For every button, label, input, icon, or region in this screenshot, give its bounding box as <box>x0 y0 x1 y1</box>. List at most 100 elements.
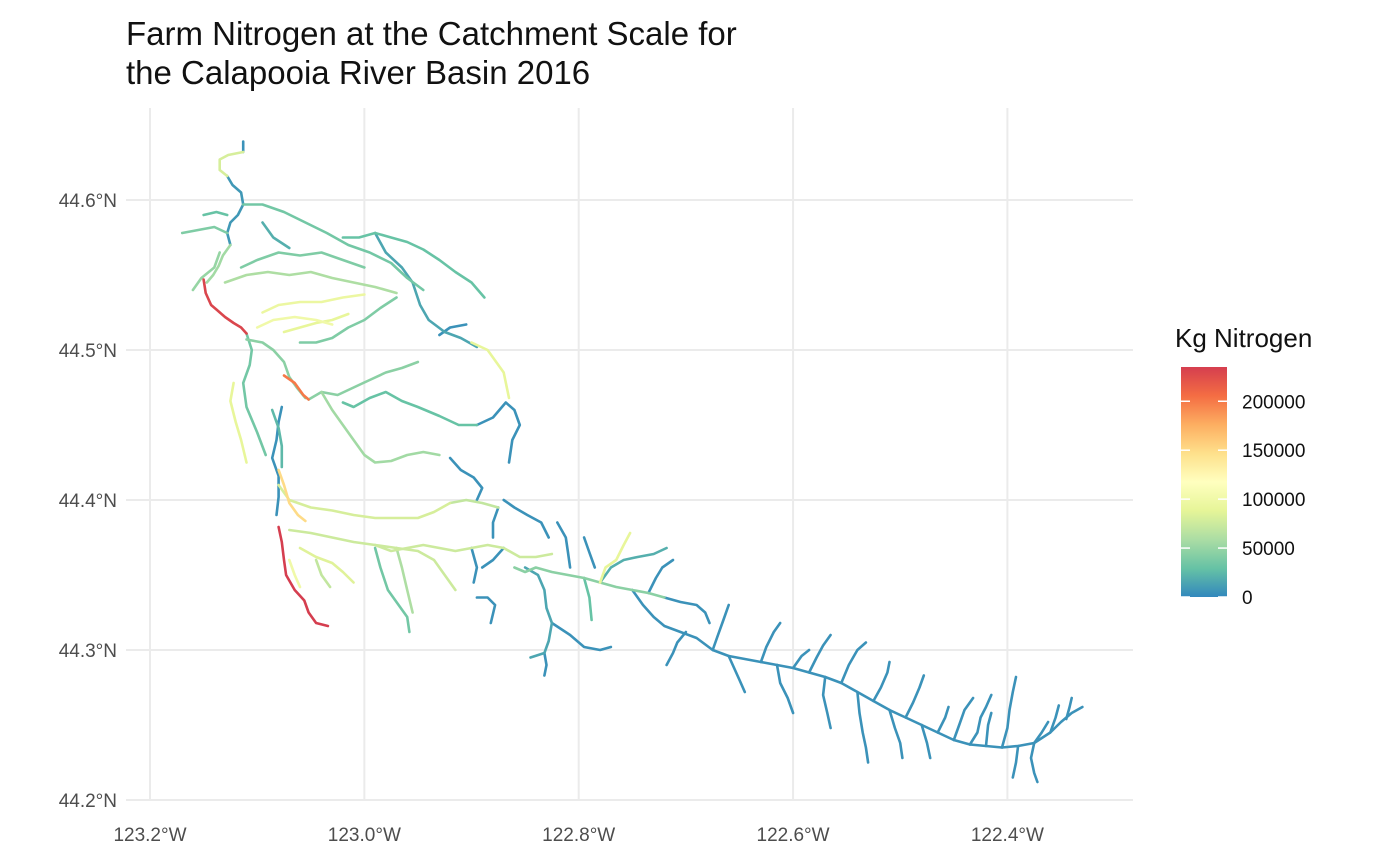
river-reach <box>395 546 414 614</box>
river-reach <box>314 558 332 589</box>
river-reach <box>475 401 522 464</box>
river-reach <box>920 723 932 760</box>
river-reach <box>205 243 232 284</box>
river-reach <box>631 588 1084 749</box>
river-reach <box>202 210 229 217</box>
y-tick-label: 44.5°N <box>59 341 117 362</box>
river-network <box>180 140 1084 784</box>
river-reach <box>936 705 950 734</box>
river-reach <box>727 654 747 694</box>
legend-tick-label: 50000 <box>1242 539 1295 560</box>
river-reach <box>288 528 457 592</box>
map-title-line-2: the Calapooia River Basin 2016 <box>126 54 591 91</box>
river-reach <box>270 408 284 469</box>
river-reach <box>582 536 597 569</box>
river-reach <box>502 498 550 539</box>
river-reach <box>1032 720 1050 745</box>
river-reach <box>840 641 868 685</box>
river-reach <box>341 390 479 427</box>
river-reach <box>513 566 666 599</box>
river-reach <box>550 621 613 652</box>
river-reach <box>373 231 479 349</box>
river-reach <box>277 468 307 523</box>
river-reach <box>647 558 675 595</box>
legend-colorbar <box>1181 367 1227 597</box>
river-reach <box>270 405 284 517</box>
river-reach <box>491 506 500 539</box>
map-title-line-1: Farm Nitrogen at the Catchment Scale for <box>126 15 737 52</box>
river-reach <box>223 270 398 295</box>
river-reach <box>241 203 425 292</box>
river-reach <box>229 381 248 464</box>
river-reach <box>968 693 993 746</box>
river-reach <box>556 521 572 569</box>
y-tick-label: 44.6°N <box>59 191 117 212</box>
river-reach <box>1029 741 1039 784</box>
river-reach <box>904 674 926 719</box>
river-reach <box>952 696 975 742</box>
river-reach <box>191 251 221 292</box>
river-reach <box>856 690 870 764</box>
river-reach <box>1000 675 1018 749</box>
river-reach <box>598 531 632 584</box>
y-tick-label: 44.4°N <box>59 491 117 512</box>
river-reach <box>470 341 511 400</box>
river-reach <box>582 576 593 622</box>
river-reach <box>307 360 420 401</box>
legend: Kg Nitrogen 200000 150000 100000 50000 0 <box>1175 323 1312 609</box>
river-reach <box>438 323 468 337</box>
river-reach <box>341 231 486 299</box>
river-reach <box>775 663 795 715</box>
river-reach <box>807 633 832 674</box>
river-reach <box>448 456 484 502</box>
river-reach <box>791 648 811 670</box>
x-tick-label: 122.8°W <box>542 825 615 846</box>
river-reach <box>711 603 730 652</box>
river-reach <box>872 660 891 703</box>
river-reach <box>663 596 711 625</box>
river-reach <box>225 174 245 247</box>
x-tick-label: 122.4°W <box>971 825 1044 846</box>
river-reach <box>241 332 267 457</box>
river-reach <box>373 546 411 634</box>
river-reach <box>298 546 355 584</box>
river-reach <box>282 374 310 401</box>
river-reach <box>598 546 668 584</box>
legend-tick-label: 150000 <box>1242 441 1305 462</box>
river-reach <box>261 221 291 250</box>
river-reach <box>277 483 452 520</box>
river-reach <box>298 296 398 344</box>
legend-tick-label: 200000 <box>1242 392 1305 413</box>
river-reach <box>277 525 330 628</box>
legend-tick-label: 0 <box>1242 588 1253 609</box>
river-reach <box>759 621 782 664</box>
river-reach <box>1049 704 1061 734</box>
river-reach <box>1065 696 1073 721</box>
river-reach <box>255 315 334 329</box>
grid-lines <box>126 108 1133 801</box>
river-reach <box>282 312 350 334</box>
river-reach <box>448 498 500 509</box>
legend-tick-label: 100000 <box>1242 490 1305 511</box>
river-reach <box>239 251 366 269</box>
axis-labels: 123.2°W 123.0°W 122.8°W 122.6°W 122.4°W 44.2°… <box>59 191 1044 846</box>
river-reach <box>888 708 904 760</box>
river-reach <box>245 338 307 400</box>
river-reach <box>821 675 832 730</box>
river-reach <box>180 225 229 235</box>
river-reach <box>470 546 479 584</box>
river-reach <box>288 558 302 589</box>
x-tick-label: 122.6°W <box>757 825 830 846</box>
river-reach <box>320 390 441 464</box>
river-reach <box>480 546 505 569</box>
river-reach <box>665 630 688 667</box>
river-reach <box>984 711 993 748</box>
y-tick-label: 44.3°N <box>59 641 117 662</box>
river-reach <box>523 566 554 659</box>
x-tick-label: 123.2°W <box>113 825 186 846</box>
river-reach <box>1011 744 1020 779</box>
river-reach <box>475 596 497 625</box>
river-reach <box>261 293 366 314</box>
